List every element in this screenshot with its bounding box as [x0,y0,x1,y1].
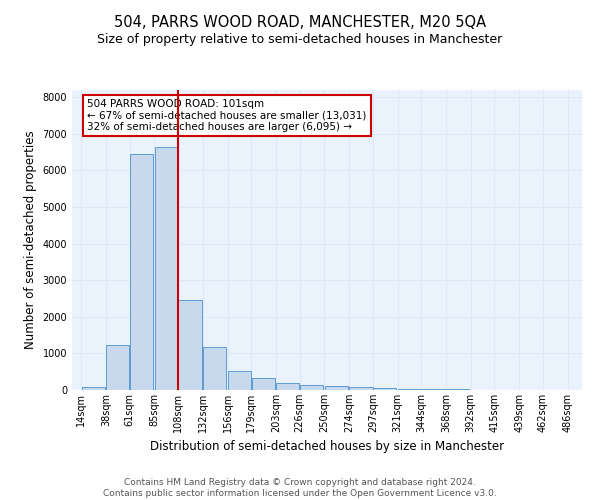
Text: Contains HM Land Registry data © Crown copyright and database right 2024.
Contai: Contains HM Land Registry data © Crown c… [103,478,497,498]
Bar [300,385,323,390]
Text: 504, PARRS WOOD ROAD, MANCHESTER, M20 5QA: 504, PARRS WOOD ROAD, MANCHESTER, M20 5Q… [114,15,486,30]
Bar [349,387,373,390]
Bar [130,154,153,390]
Bar [82,387,105,390]
Bar [422,389,445,390]
Bar [106,346,130,390]
Text: 504 PARRS WOOD ROAD: 101sqm
← 67% of semi-detached houses are smaller (13,031)
3: 504 PARRS WOOD ROAD: 101sqm ← 67% of sem… [88,99,367,132]
Bar [251,378,275,390]
Text: Size of property relative to semi-detached houses in Manchester: Size of property relative to semi-detach… [97,32,503,46]
Bar [373,388,396,390]
Bar [228,370,251,390]
Bar [178,300,202,390]
Bar [203,347,226,390]
Bar [398,388,421,390]
X-axis label: Distribution of semi-detached houses by size in Manchester: Distribution of semi-detached houses by … [150,440,504,454]
Bar [325,386,348,390]
Bar [276,383,299,390]
Y-axis label: Number of semi-detached properties: Number of semi-detached properties [24,130,37,350]
Bar [155,146,178,390]
